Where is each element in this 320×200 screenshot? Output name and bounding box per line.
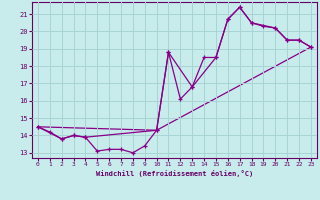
X-axis label: Windchill (Refroidissement éolien,°C): Windchill (Refroidissement éolien,°C) — [96, 170, 253, 177]
